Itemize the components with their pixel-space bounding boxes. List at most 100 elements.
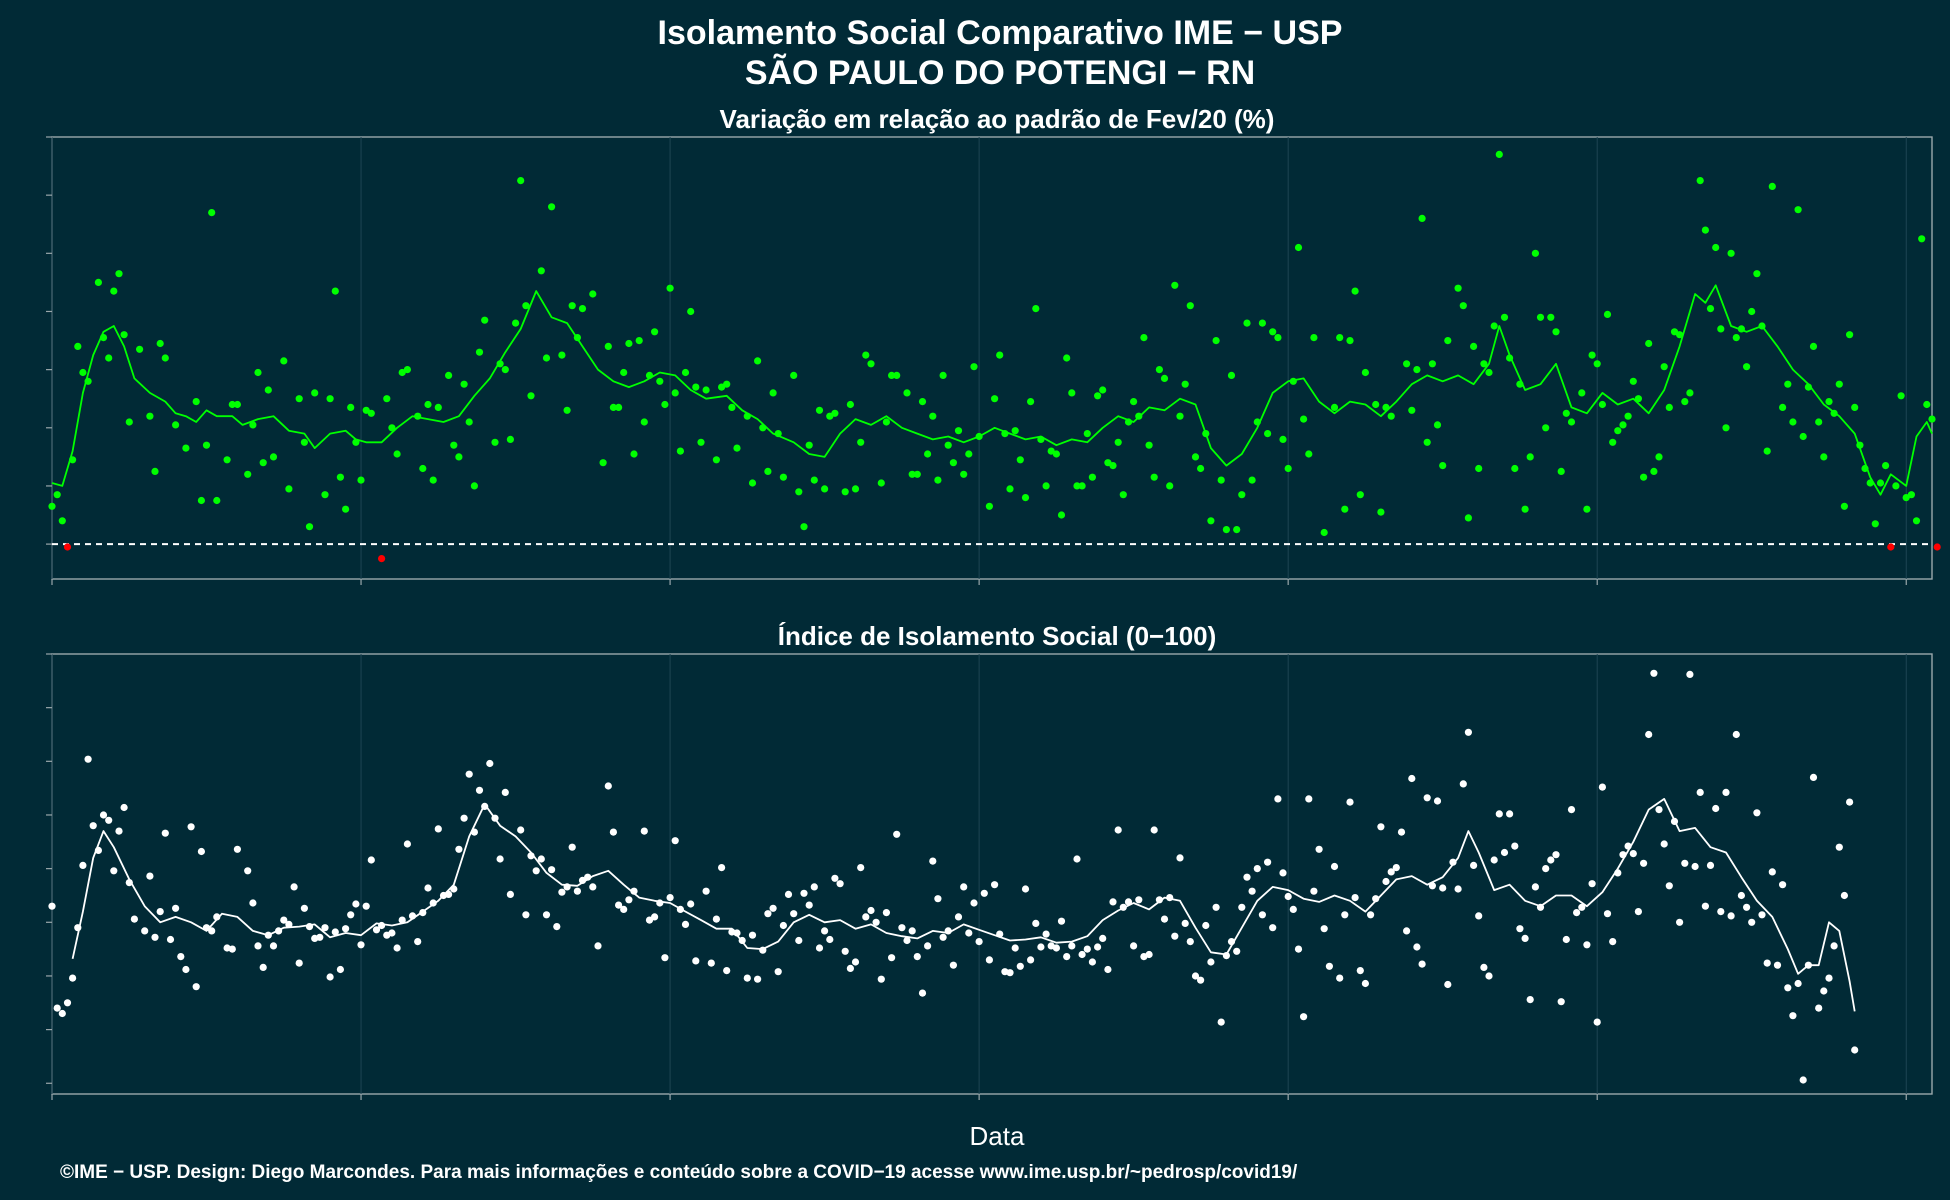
index-point (202, 924, 211, 932)
index-point (352, 900, 360, 908)
variation-point (645, 371, 654, 379)
variation-point (702, 386, 710, 394)
variation-point (1856, 441, 1864, 449)
variation-point (352, 438, 360, 446)
index-point (110, 867, 118, 875)
index-point (1835, 843, 1843, 851)
index-point (1773, 961, 1782, 969)
variation-point (1784, 380, 1792, 388)
variation-point (110, 287, 118, 295)
variation-point (1382, 403, 1390, 411)
index-point (1135, 896, 1143, 904)
variation-point (1032, 305, 1040, 313)
index-point (1526, 996, 1534, 1004)
index-point (1758, 911, 1766, 919)
index-point (259, 963, 267, 972)
index-point (1037, 943, 1045, 951)
index-point (125, 879, 133, 887)
index-point (1423, 794, 1431, 802)
variation-point (800, 523, 808, 531)
variation-point (1619, 421, 1627, 429)
index-point (115, 827, 123, 835)
variation-point (1706, 305, 1715, 313)
index-point (367, 856, 375, 864)
variation-point (1470, 342, 1478, 350)
index-point (1238, 903, 1246, 911)
index-point (249, 899, 257, 907)
variation-point (172, 421, 180, 429)
index-point (924, 942, 932, 950)
variation-point (1907, 491, 1915, 499)
index-point (882, 909, 891, 917)
index-point (815, 944, 824, 952)
index-point (640, 827, 648, 835)
variation-point (949, 459, 958, 467)
variation-point (1511, 464, 1519, 473)
variation-point (1485, 368, 1493, 377)
variation-point (1083, 430, 1091, 438)
index-point (213, 913, 221, 921)
variation-point (1300, 415, 1308, 423)
variation-point (1912, 517, 1921, 525)
variation-point (1562, 409, 1570, 417)
index-point (898, 924, 906, 932)
index-point (1305, 795, 1313, 803)
variation-point (1696, 177, 1704, 185)
variation-point (1027, 398, 1035, 406)
variation-point (1114, 438, 1122, 446)
variation-point (1531, 249, 1539, 257)
index-point (1670, 817, 1679, 826)
index-point (1212, 903, 1220, 911)
index-point (774, 968, 782, 976)
variation-point (975, 432, 983, 441)
index-point (1665, 882, 1673, 890)
variation-point (666, 284, 674, 292)
variation-point (568, 302, 576, 310)
variation-point (465, 418, 473, 426)
index-point (1573, 909, 1581, 917)
index-point (1557, 998, 1565, 1006)
footer-credit: ©IME − USP. Design: Diego Marcondes. Par… (60, 1162, 1298, 1183)
variation-point (244, 470, 252, 478)
variation-point (414, 412, 422, 420)
index-point (182, 965, 190, 974)
variation-point (1444, 337, 1452, 345)
index-point (1073, 855, 1081, 863)
index-point (949, 961, 958, 969)
index-point (1428, 882, 1436, 890)
index-point (748, 931, 757, 939)
variation-point (233, 400, 241, 409)
variation-point (960, 470, 968, 478)
index-point (944, 927, 952, 935)
index-point (558, 888, 566, 896)
index-point (676, 905, 685, 914)
variation-point (965, 450, 973, 458)
variation-point (1866, 479, 1874, 487)
index-point (589, 883, 597, 891)
index-point (141, 927, 149, 935)
index-point (429, 899, 437, 907)
index-point (1006, 969, 1014, 977)
variation-point (1454, 284, 1462, 292)
variation-point (1640, 473, 1648, 481)
index-point (615, 901, 623, 909)
variation-point (1356, 491, 1364, 499)
index-point (1109, 898, 1117, 906)
index-point (893, 830, 901, 838)
variation-point (877, 479, 885, 487)
variation-point (1418, 214, 1426, 222)
variation-point (723, 380, 731, 388)
variation-point (676, 447, 685, 455)
variation-point (357, 476, 365, 484)
variation-point (429, 476, 437, 484)
index-point (718, 864, 726, 872)
variation-point (1809, 342, 1818, 350)
index-point (357, 941, 365, 949)
index-point (1619, 851, 1627, 859)
variation-point (1021, 494, 1030, 502)
variation-point (548, 203, 556, 211)
variation-point (1078, 482, 1086, 490)
variation-point (99, 334, 108, 342)
index-point (362, 902, 370, 910)
index-point (244, 867, 252, 875)
